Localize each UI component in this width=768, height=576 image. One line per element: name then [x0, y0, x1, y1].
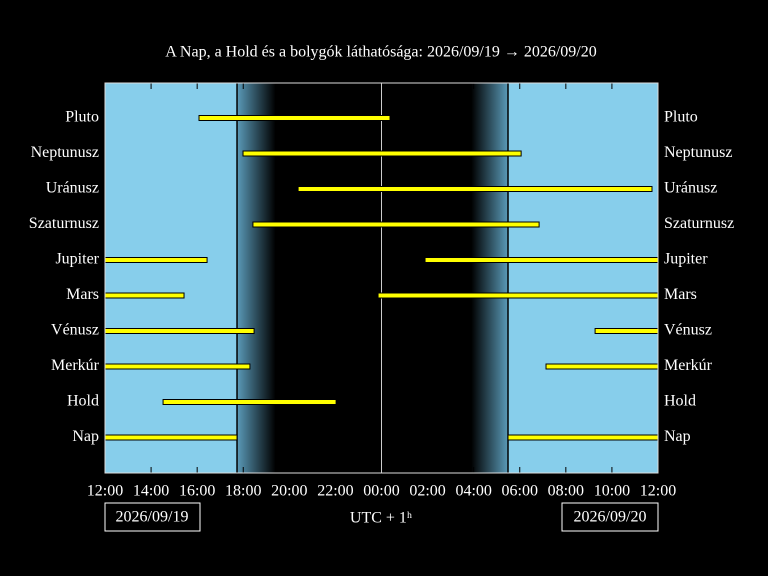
- dawn: [471, 83, 508, 473]
- x-tick-label: 12:00: [640, 483, 676, 500]
- x-tick-label: 00:00: [363, 483, 399, 500]
- x-tick-label: 22:00: [317, 483, 353, 500]
- visibility-bar: [545, 363, 659, 370]
- x-tick-label: 10:00: [594, 483, 630, 500]
- visibility-bar: [104, 328, 255, 334]
- chart-title: A Nap, a Hold és a bolygók láthatósága: …: [165, 44, 597, 61]
- end-date: 2026/09/20: [574, 509, 647, 526]
- visibility-bar: [297, 186, 653, 192]
- plot-frame: [104, 82, 659, 474]
- day-sky: [507, 83, 658, 473]
- row-label: Merkúr: [51, 357, 100, 374]
- visibility-bar: [377, 292, 659, 299]
- visibility-bar: [594, 328, 659, 334]
- visibility-bar: [104, 292, 185, 299]
- row-label: Szaturnusz: [664, 215, 734, 232]
- night-sky: [275, 83, 472, 473]
- row-label: Nap: [72, 428, 99, 445]
- row-label: Vénusz: [51, 322, 99, 339]
- date-box: [561, 502, 659, 532]
- visibility-bar: [252, 221, 540, 228]
- start-date: 2026/09/19: [116, 509, 189, 526]
- row-label: Mars: [66, 286, 99, 303]
- visibility-bar: [507, 434, 659, 441]
- row-label: Neptunusz: [664, 144, 732, 161]
- x-tick-label: 02:00: [409, 483, 445, 500]
- x-tick-label: 12:00: [87, 483, 123, 500]
- row-label: Uránusz: [664, 180, 717, 197]
- row-label: Hold: [664, 393, 696, 410]
- row-label: Mars: [664, 286, 697, 303]
- x-tick-label: 04:00: [455, 483, 491, 500]
- x-tick-label: 08:00: [548, 483, 584, 500]
- visibility-bar: [424, 257, 659, 263]
- day-sky: [105, 83, 238, 473]
- visibility-bar: [198, 115, 391, 121]
- row-label: Nap: [664, 428, 691, 445]
- row-label: Pluto: [65, 109, 99, 126]
- x-tick-label: 20:00: [271, 483, 307, 500]
- visibility-bar: [242, 150, 522, 157]
- x-axis-label: UTC + 1ʰ: [350, 510, 412, 527]
- row-label: Jupiter: [664, 251, 708, 268]
- visibility-bar: [104, 363, 251, 370]
- row-label: Vénusz: [664, 322, 712, 339]
- x-tick-label: 18:00: [225, 483, 261, 500]
- x-tick-label: 14:00: [133, 483, 169, 500]
- row-label: Szaturnusz: [29, 215, 99, 232]
- row-label: Pluto: [664, 109, 698, 126]
- row-label: Uránusz: [46, 180, 99, 197]
- date-box: [104, 502, 201, 532]
- visibility-bar: [104, 257, 208, 263]
- visibility-bar: [162, 399, 337, 405]
- row-label: Jupiter: [55, 251, 99, 268]
- row-label: Neptunusz: [31, 144, 99, 161]
- row-label: Hold: [67, 393, 99, 410]
- x-tick-label: 06:00: [502, 483, 538, 500]
- x-tick-label: 16:00: [179, 483, 215, 500]
- visibility-bar: [104, 434, 238, 441]
- dusk: [237, 83, 276, 473]
- row-label: Merkúr: [664, 357, 713, 374]
